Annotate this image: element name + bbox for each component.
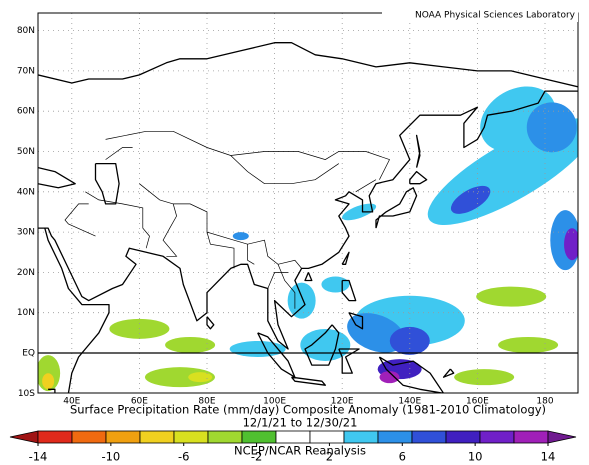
border [64,203,96,237]
colorbar-label: 10 [468,450,483,464]
coastline [338,348,360,374]
colorbar-segment [207,430,243,444]
coastline [348,312,364,330]
colorbar-segment [71,430,107,444]
lat-label: 80N [17,26,35,36]
anomaly [165,336,216,353]
border [85,191,150,249]
anomaly [498,336,559,353]
anomaly [287,282,316,319]
coastline [94,162,120,205]
border [162,203,178,257]
lat-label: 50N [17,147,35,157]
colorbar-segment [343,430,379,444]
colorbar-segment [513,430,549,444]
date-range: 12/1/21 to 12/30/21 [243,416,358,430]
lon-label: 120E [331,397,354,407]
colorbar-segment [173,430,209,444]
lat-label: EQ [22,349,35,359]
border [267,272,289,289]
colorbar-segment [275,430,311,444]
lat-label: 10N [17,308,35,318]
border [355,179,377,193]
source: NCEP/NCAR Reanalysis [234,444,366,458]
colorbar-label: 2 [326,450,333,464]
border [105,130,390,180]
lat-label: 30N [17,228,35,238]
anomaly [188,372,213,383]
lon-label: 160E [466,397,489,407]
coastline [442,368,455,378]
anomaly [42,373,55,390]
colorbar-segment [411,430,447,444]
colorbar-segment [139,430,175,444]
anomaly [526,102,577,153]
anomaly [450,185,491,214]
map-title: Surface Precipitation Rate (mm/day) Comp… [70,403,546,417]
coastline [48,388,56,393]
lon-label: 60E [131,397,148,407]
coastline [409,170,428,185]
colorbar-arrow [547,430,577,444]
coastlines [38,42,578,393]
coastline [304,272,313,282]
border [206,232,235,269]
lon-label: 40E [63,397,80,407]
coastline [206,316,215,330]
lat-label: 70N [17,66,35,76]
label-box [382,6,578,22]
coastline [415,134,421,168]
border [230,155,339,185]
coastline [375,187,418,229]
coastline [38,90,578,350]
colorbar-label: 14 [541,450,556,464]
anomaly [564,228,578,261]
map-frame [37,12,579,394]
lon-label: 80E [198,397,215,407]
colorbar-label: -2 [251,450,262,464]
coastline [38,166,76,189]
border [105,147,133,160]
coastline [341,251,350,265]
anomaly [454,369,515,386]
coastline [304,324,340,366]
colorbar: -14 -10 -6 -2 2 6 10 14 [9,430,577,464]
colorbar-segment [479,430,515,444]
colorbar-label: -14 [29,450,48,464]
coastline [38,42,578,88]
graticule [38,13,578,393]
colorbar-segment [445,430,481,444]
anomaly [232,232,249,241]
anomaly [342,203,377,221]
anomaly [476,286,547,307]
anomaly [389,326,430,355]
lon-label: 140E [398,397,421,407]
anomaly [321,276,350,293]
colorbar-segment [377,430,413,444]
coastline [291,376,326,386]
lat-label: 60N [17,107,35,117]
lon-label: 100E [263,397,286,407]
colorbar-segment [309,430,345,444]
lon-label: 180 [536,397,553,407]
lat-label: 10S [18,389,35,399]
lat-label: 20N [17,268,35,278]
lat-label: 40N [17,187,35,197]
colorbar-segment [37,430,73,444]
coastline [44,227,110,393]
colorbar-segment [105,430,141,444]
anomaly [144,367,215,388]
colorbar-segment [241,430,277,444]
coastline [378,356,445,393]
border [247,244,255,265]
anomaly [379,371,400,384]
colorbar-label: 6 [399,450,406,464]
axis-labels: 80N 70N 60N 50N 40N 30N 20N 10N EQ 10S 40E 60E 80E 10… [17,26,554,406]
lab-name: NOAA Physical Sciences Laboratory [415,11,576,21]
colorbar-label: -6 [178,450,189,464]
colorbar-label: -10 [101,450,120,464]
coastline [341,279,357,302]
